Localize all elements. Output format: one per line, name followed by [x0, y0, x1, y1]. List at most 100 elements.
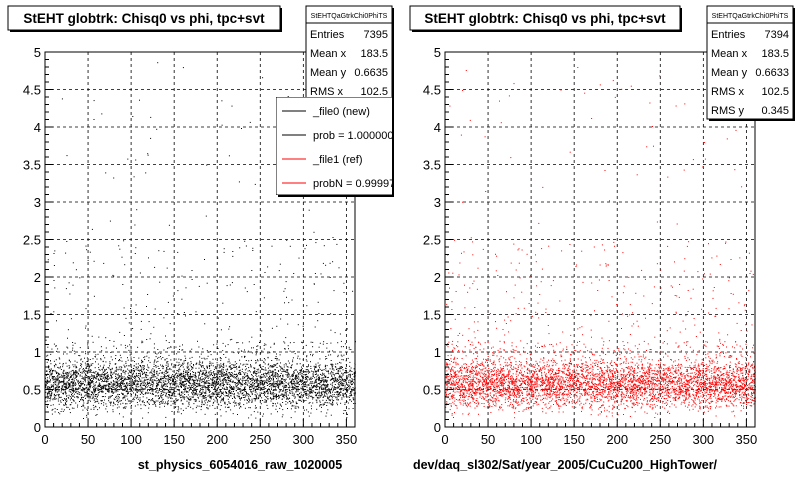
data-point — [217, 387, 219, 389]
data-point — [149, 361, 151, 363]
data-point — [105, 380, 107, 382]
data-point — [75, 371, 77, 373]
data-point — [313, 397, 315, 399]
data-point — [191, 356, 193, 358]
data-point — [294, 382, 296, 384]
data-point — [89, 365, 91, 367]
data-point — [245, 365, 247, 367]
data-point — [256, 398, 258, 400]
data-point — [302, 348, 304, 349]
data-point — [287, 360, 289, 362]
data-point — [54, 376, 55, 378]
data-point — [68, 387, 70, 389]
data-point — [189, 387, 191, 388]
data-point — [63, 353, 64, 355]
data-point — [101, 387, 103, 389]
data-point — [272, 370, 274, 372]
data-point — [304, 386, 306, 388]
data-point — [102, 369, 103, 371]
data-point — [225, 380, 227, 382]
data-point — [82, 400, 84, 402]
data-point — [269, 380, 271, 382]
data-point — [83, 372, 85, 374]
data-point — [141, 380, 143, 382]
data-point — [353, 403, 355, 404]
data-point — [281, 383, 283, 385]
data-point — [71, 381, 73, 383]
data-point — [131, 410, 133, 412]
data-point — [151, 387, 153, 389]
data-point — [138, 379, 140, 381]
data-point — [115, 378, 117, 380]
data-point — [251, 270, 253, 271]
data-point — [88, 366, 90, 368]
data-point — [198, 346, 200, 348]
data-point — [184, 388, 186, 390]
data-point — [118, 375, 120, 377]
data-point — [218, 393, 220, 395]
data-point — [162, 357, 164, 358]
data-point — [93, 387, 95, 389]
data-point — [159, 381, 161, 383]
data-point — [135, 369, 137, 371]
data-point — [284, 348, 285, 350]
data-point — [132, 116, 134, 117]
data-point — [262, 384, 264, 385]
data-point — [189, 385, 191, 387]
data-point — [115, 367, 117, 369]
data-point — [75, 269, 77, 271]
data-point — [348, 348, 350, 350]
data-point — [286, 371, 288, 373]
data-point — [124, 395, 126, 397]
data-point — [88, 384, 90, 386]
data-point — [258, 398, 260, 400]
data-point — [51, 372, 53, 374]
data-point — [319, 380, 321, 381]
data-point — [50, 397, 52, 399]
data-point — [343, 383, 345, 385]
data-point — [332, 365, 334, 367]
data-point — [55, 345, 57, 347]
data-point — [312, 398, 314, 400]
data-point — [219, 384, 220, 386]
data-point — [316, 373, 317, 375]
data-point — [142, 384, 144, 386]
data-point — [69, 399, 71, 401]
data-point — [196, 379, 198, 381]
data-point — [302, 379, 304, 381]
data-point — [85, 325, 87, 327]
data-point — [191, 367, 193, 369]
data-point — [132, 379, 133, 381]
data-point — [314, 367, 315, 369]
data-point — [162, 399, 164, 401]
data-point — [249, 370, 250, 372]
data-point — [288, 384, 290, 386]
data-point — [158, 378, 159, 380]
data-point — [140, 386, 142, 388]
data-point — [159, 401, 161, 403]
data-point — [117, 385, 119, 387]
data-point — [93, 371, 95, 373]
data-point — [147, 153, 149, 155]
data-point — [281, 368, 283, 370]
data-point — [217, 393, 219, 395]
data-point — [94, 377, 96, 378]
data-point — [100, 385, 102, 387]
data-point — [140, 320, 142, 322]
data-point — [244, 389, 245, 391]
data-point — [135, 366, 137, 368]
data-point — [115, 355, 117, 356]
data-point — [155, 391, 157, 392]
data-point — [240, 390, 242, 392]
data-point — [313, 386, 315, 388]
data-point — [155, 376, 157, 378]
data-point — [298, 257, 300, 259]
data-point — [261, 389, 263, 391]
data-point — [306, 378, 307, 380]
data-point — [69, 366, 71, 368]
data-point — [46, 405, 48, 407]
data-point — [202, 397, 204, 399]
data-point — [230, 409, 232, 411]
data-point — [208, 371, 210, 373]
data-point — [117, 394, 119, 396]
